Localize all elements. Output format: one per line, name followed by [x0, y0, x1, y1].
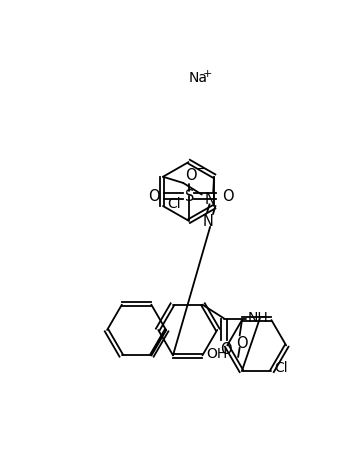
Text: S: S: [184, 188, 194, 203]
Text: OH: OH: [206, 347, 227, 361]
Text: Cl: Cl: [274, 362, 288, 375]
Text: O: O: [148, 188, 160, 203]
Text: −: −: [195, 162, 206, 176]
Text: Cl: Cl: [167, 197, 180, 211]
Text: O: O: [236, 336, 247, 351]
Text: +: +: [203, 68, 212, 78]
Text: O: O: [186, 168, 197, 183]
Text: N: N: [203, 214, 213, 229]
Text: NH: NH: [247, 311, 268, 325]
Text: Na: Na: [188, 71, 208, 85]
Text: N: N: [205, 193, 216, 207]
Text: O: O: [220, 342, 232, 357]
Text: O: O: [222, 188, 234, 203]
